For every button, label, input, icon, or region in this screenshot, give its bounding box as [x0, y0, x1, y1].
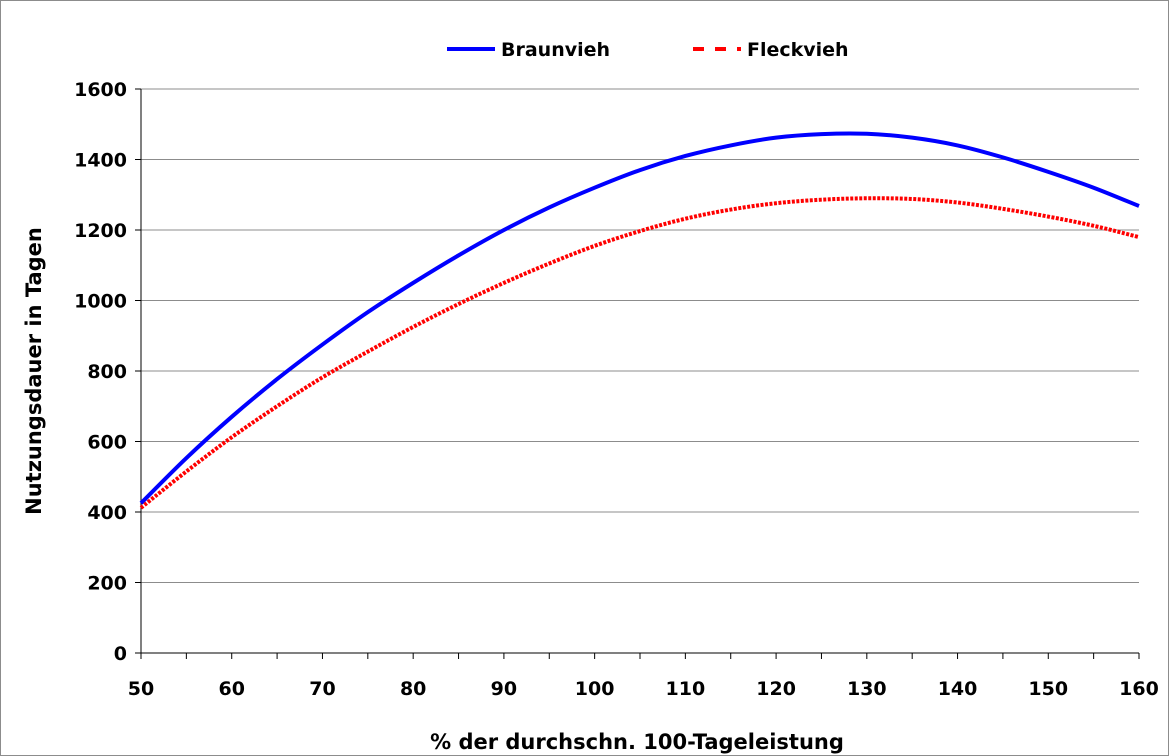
series-lines: [139, 131, 1140, 510]
series-line-fleckvieh: [139, 196, 1140, 510]
y-tick-label: 400: [87, 502, 127, 524]
x-tick-label: 80: [400, 678, 426, 700]
tick-labels: 0 200 400 600 800 1000 1200 1400 1600 50 60 70 80 90 1…: [74, 79, 1159, 700]
y-tick-label: 0: [114, 643, 127, 665]
legend-label-fleckvieh: Fleckvieh: [747, 39, 849, 61]
x-tick-label: 110: [666, 678, 706, 700]
y-axis-title: Nutzungsdauer in Tagen: [22, 227, 46, 515]
x-tick-label: 150: [1028, 678, 1068, 700]
x-tick-label: 160: [1119, 678, 1159, 700]
x-tick-label: 120: [756, 678, 796, 700]
x-axis-title: % der durchschn. 100-Tageleistung: [430, 730, 844, 754]
gridlines: [141, 88, 1139, 583]
legend: Braunvieh Fleckvieh: [447, 39, 849, 61]
x-tick-label: 50: [128, 678, 154, 700]
y-tick-label: 1400: [74, 150, 127, 172]
y-tick-label: 200: [87, 573, 127, 595]
x-tick-label: 140: [938, 678, 978, 700]
y-tick-label: 1600: [74, 79, 127, 101]
axes: [135, 88, 1140, 659]
x-tick-label: 100: [575, 678, 615, 700]
y-tick-label: 1200: [74, 220, 127, 242]
y-tick-label: 800: [87, 361, 127, 383]
y-tick-label: 1000: [74, 291, 127, 313]
x-tick-label: 60: [219, 678, 245, 700]
x-tick-label: 130: [847, 678, 887, 700]
x-tick-label: 90: [491, 678, 517, 700]
legend-label-braunvieh: Braunvieh: [501, 39, 610, 61]
series-line-braunvieh: [139, 131, 1140, 505]
y-tick-label: 600: [87, 432, 127, 454]
x-tick-label: 70: [309, 678, 335, 700]
